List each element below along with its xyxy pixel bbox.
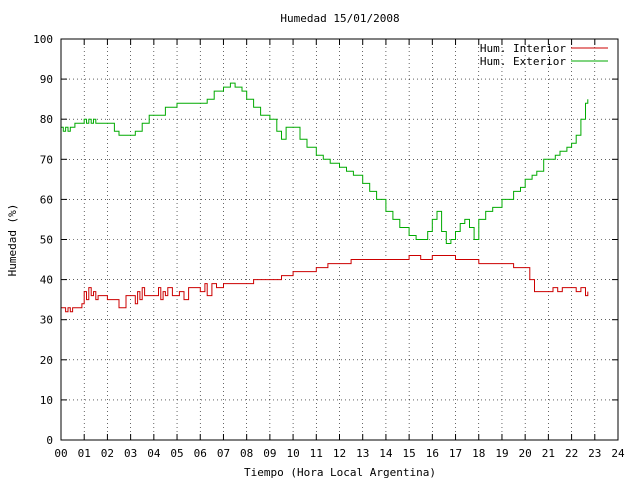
chart-title: Humedad 15/01/2008: [280, 12, 399, 25]
x-tick-label: 21: [542, 447, 555, 460]
y-tick-label: 90: [40, 73, 53, 86]
x-tick-label: 20: [519, 447, 532, 460]
x-tick-label: 19: [495, 447, 508, 460]
x-tick-label: 14: [379, 447, 393, 460]
x-tick-label: 23: [588, 447, 601, 460]
x-tick-label: 10: [286, 447, 299, 460]
x-grid: [60, 39, 619, 440]
y-tick-label: 80: [40, 113, 53, 126]
legend-label: Hum. Interior: [480, 42, 566, 55]
y-tick-labels: 0 10 20 30 40 50 60 70 80 90 100: [33, 33, 53, 447]
x-tick-labels: 00 01 02 03 04 05 06 07 08 09 10 11 12 13 14 15 16 17 18 19…: [54, 447, 625, 460]
y-tick-label: 70: [40, 153, 53, 166]
x-tick-label: 15: [403, 447, 416, 460]
y-axis-label: Humedad (%): [6, 204, 19, 277]
x-tick-label: 01: [78, 447, 91, 460]
x-axis-label: Tiempo (Hora Local Argentina): [244, 466, 436, 479]
x-tick-label: 06: [194, 447, 207, 460]
y-tick-label: 50: [40, 234, 53, 247]
plot-frame: [60, 38, 619, 441]
x-tick-label: 18: [472, 447, 485, 460]
x-tick-label: 24: [611, 447, 625, 460]
y-tick-label: 60: [40, 193, 53, 206]
x-tick-label: 03: [124, 447, 137, 460]
x-tick-label: 13: [356, 447, 369, 460]
y-tick-label: 40: [40, 274, 53, 287]
y-tick-label: 20: [40, 354, 53, 367]
x-tick-label: 02: [101, 447, 114, 460]
y-tick-label: 0: [46, 434, 53, 447]
x-tick-label: 07: [217, 447, 230, 460]
y-tick-label: 100: [33, 33, 53, 46]
x-tick-label: 17: [449, 447, 462, 460]
legend-label: Hum. Exterior: [480, 55, 566, 68]
x-tick-label: 12: [333, 447, 346, 460]
series-line-interior: [61, 255, 589, 313]
x-tick-label: 08: [240, 447, 253, 460]
series-lines: [61, 82, 589, 313]
x-tick-label: 00: [54, 447, 67, 460]
series-line-exterior: [61, 82, 589, 244]
x-tick-label: 05: [170, 447, 183, 460]
x-tick-label: 16: [426, 447, 439, 460]
x-tick-label: 11: [310, 447, 323, 460]
x-tick-label: 04: [147, 447, 161, 460]
y-tick-label: 30: [40, 314, 53, 327]
y-tick-label: 10: [40, 394, 53, 407]
x-tick-label: 22: [565, 447, 578, 460]
x-tick-label: 09: [263, 447, 276, 460]
